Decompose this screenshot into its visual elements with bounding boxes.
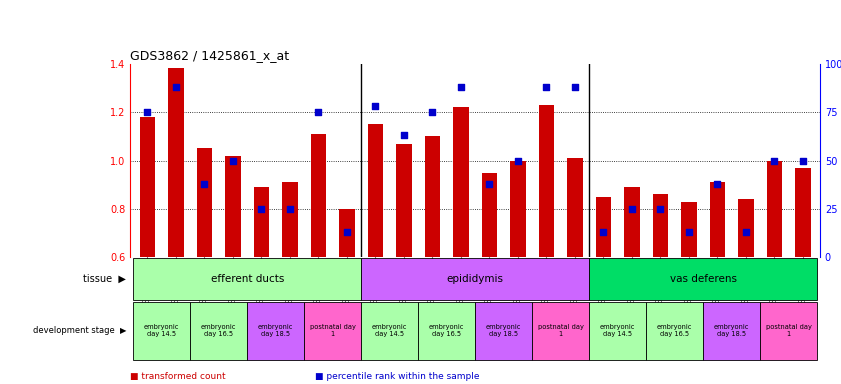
Point <box>368 103 382 109</box>
Bar <box>418 302 475 360</box>
Bar <box>197 148 212 257</box>
Text: vas deferens: vas deferens <box>669 274 737 284</box>
Bar <box>703 302 760 360</box>
Bar <box>425 136 440 257</box>
Point <box>739 229 753 235</box>
Bar <box>766 161 782 257</box>
Point <box>483 181 496 187</box>
Bar <box>795 168 811 257</box>
Point <box>140 109 154 115</box>
Text: postnatal day
1: postnatal day 1 <box>309 324 356 338</box>
Point <box>454 84 468 90</box>
Bar <box>760 302 817 360</box>
Bar <box>396 144 412 257</box>
Bar <box>225 156 241 257</box>
Bar <box>590 258 817 300</box>
Text: embryonic
day 18.5: embryonic day 18.5 <box>714 324 749 338</box>
Text: epididymis: epididymis <box>447 274 504 284</box>
Point <box>768 157 781 164</box>
Bar <box>510 161 526 257</box>
Point <box>796 157 810 164</box>
Point <box>255 206 268 212</box>
Text: embryonic
day 16.5: embryonic day 16.5 <box>429 324 464 338</box>
Text: embryonic
day 18.5: embryonic day 18.5 <box>486 324 521 338</box>
Bar <box>133 258 361 300</box>
Point <box>397 132 410 138</box>
Point <box>682 229 696 235</box>
Text: embryonic
day 14.5: embryonic day 14.5 <box>600 324 635 338</box>
Bar <box>653 194 669 257</box>
Bar <box>368 124 383 257</box>
Text: embryonic
day 14.5: embryonic day 14.5 <box>144 324 179 338</box>
Point <box>312 109 325 115</box>
Text: postnatal day
1: postnatal day 1 <box>537 324 584 338</box>
Text: development stage  ▶: development stage ▶ <box>33 326 126 335</box>
Text: postnatal day
1: postnatal day 1 <box>765 324 812 338</box>
Point <box>711 181 724 187</box>
Text: embryonic
day 16.5: embryonic day 16.5 <box>657 324 692 338</box>
Point <box>283 206 297 212</box>
Point <box>569 84 582 90</box>
Bar <box>538 105 554 257</box>
Point <box>511 157 525 164</box>
Bar <box>475 302 532 360</box>
Text: ■ percentile rank within the sample: ■ percentile rank within the sample <box>315 372 480 381</box>
Text: tissue  ▶: tissue ▶ <box>83 274 126 284</box>
Text: efferent ducts: efferent ducts <box>210 274 284 284</box>
Bar <box>304 302 361 360</box>
Bar <box>681 202 696 257</box>
Text: GDS3862 / 1425861_x_at: GDS3862 / 1425861_x_at <box>130 50 289 63</box>
Bar <box>532 302 590 360</box>
Text: embryonic
day 16.5: embryonic day 16.5 <box>201 324 236 338</box>
Point <box>426 109 439 115</box>
Point <box>226 157 240 164</box>
Bar <box>595 197 611 257</box>
Point <box>653 206 667 212</box>
Point <box>596 229 610 235</box>
Bar <box>168 68 184 257</box>
Bar <box>361 302 418 360</box>
Point <box>198 181 211 187</box>
Bar <box>140 117 156 257</box>
Bar <box>646 302 703 360</box>
Text: embryonic
day 14.5: embryonic day 14.5 <box>372 324 407 338</box>
Text: ■ transformed count: ■ transformed count <box>130 372 226 381</box>
Bar <box>624 187 640 257</box>
Bar <box>453 107 468 257</box>
Bar <box>567 158 583 257</box>
Bar <box>482 173 497 257</box>
Bar <box>254 187 269 257</box>
Bar <box>738 199 754 257</box>
Point <box>341 229 354 235</box>
Bar <box>339 209 355 257</box>
Bar <box>310 134 326 257</box>
Bar <box>190 302 247 360</box>
Text: embryonic
day 18.5: embryonic day 18.5 <box>258 324 294 338</box>
Bar <box>590 302 646 360</box>
Point <box>169 84 182 90</box>
Bar <box>361 258 590 300</box>
Bar <box>133 302 190 360</box>
Bar <box>710 182 725 257</box>
Bar <box>282 182 298 257</box>
Point <box>625 206 638 212</box>
Point <box>540 84 553 90</box>
Bar <box>247 302 304 360</box>
